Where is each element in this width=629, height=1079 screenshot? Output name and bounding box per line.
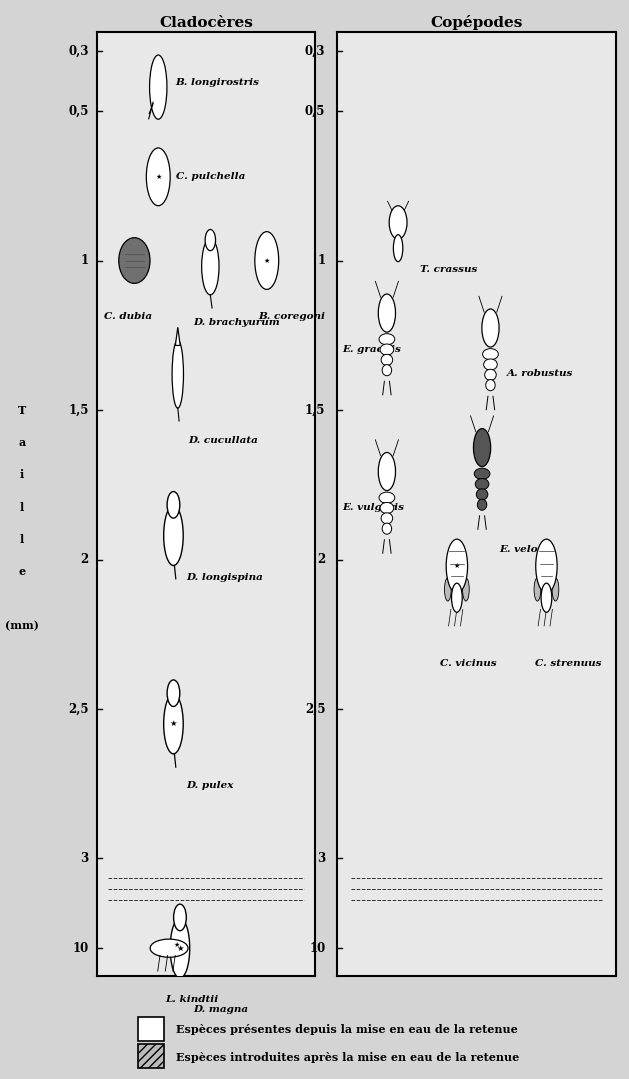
Text: 0,3: 0,3 bbox=[305, 44, 325, 58]
Text: 1,5: 1,5 bbox=[305, 404, 325, 416]
Title: Cladocères: Cladocères bbox=[159, 16, 253, 30]
Ellipse shape bbox=[382, 523, 392, 534]
Ellipse shape bbox=[536, 540, 557, 593]
Text: ★: ★ bbox=[264, 258, 270, 263]
Ellipse shape bbox=[205, 230, 216, 250]
Ellipse shape bbox=[382, 365, 392, 375]
Ellipse shape bbox=[446, 540, 467, 593]
Ellipse shape bbox=[150, 939, 188, 957]
Ellipse shape bbox=[482, 309, 499, 347]
Ellipse shape bbox=[482, 349, 498, 359]
Text: 1: 1 bbox=[81, 254, 89, 267]
Text: A. robustus: A. robustus bbox=[507, 369, 574, 378]
Ellipse shape bbox=[164, 506, 183, 565]
Text: 1: 1 bbox=[317, 254, 325, 267]
Text: C. vicinus: C. vicinus bbox=[440, 659, 497, 668]
Text: ★: ★ bbox=[170, 720, 177, 728]
Text: D. brachyurum: D. brachyurum bbox=[193, 318, 280, 327]
Ellipse shape bbox=[378, 295, 396, 332]
Text: 0,5: 0,5 bbox=[69, 105, 89, 118]
Ellipse shape bbox=[381, 354, 392, 366]
Text: T: T bbox=[18, 405, 26, 415]
Ellipse shape bbox=[484, 359, 498, 370]
Text: B. coregoni: B. coregoni bbox=[258, 313, 325, 322]
Ellipse shape bbox=[119, 237, 150, 284]
Text: ★: ★ bbox=[454, 563, 460, 569]
Ellipse shape bbox=[485, 369, 496, 381]
Text: 1,5: 1,5 bbox=[69, 404, 89, 416]
Text: Espèces présentes depuis la mise en eau de la retenue: Espèces présentes depuis la mise en eau … bbox=[176, 1024, 518, 1035]
Ellipse shape bbox=[389, 206, 407, 240]
Text: T. crassus: T. crassus bbox=[421, 265, 478, 274]
Text: Espèces introduites après la mise en eau de la retenue: Espèces introduites après la mise en eau… bbox=[176, 1052, 520, 1063]
Text: 2: 2 bbox=[81, 554, 89, 566]
Ellipse shape bbox=[381, 513, 392, 524]
Ellipse shape bbox=[255, 232, 279, 289]
Title: Copépodes: Copépodes bbox=[430, 15, 523, 30]
Text: 2: 2 bbox=[317, 554, 325, 566]
Ellipse shape bbox=[167, 492, 180, 518]
Text: ★: ★ bbox=[155, 174, 162, 180]
Text: 0,5: 0,5 bbox=[305, 105, 325, 118]
Ellipse shape bbox=[147, 148, 170, 206]
Text: C. pulchella: C. pulchella bbox=[175, 173, 245, 181]
Ellipse shape bbox=[552, 577, 559, 601]
Text: l: l bbox=[20, 534, 24, 545]
Text: 3: 3 bbox=[317, 852, 325, 865]
Text: e: e bbox=[18, 566, 26, 577]
Text: L. kindtii: L. kindtii bbox=[165, 995, 218, 1005]
Ellipse shape bbox=[167, 680, 180, 707]
Ellipse shape bbox=[477, 500, 487, 510]
Text: D. magna: D. magna bbox=[193, 1005, 248, 1014]
Text: 10: 10 bbox=[309, 942, 325, 955]
Text: 10: 10 bbox=[72, 942, 89, 955]
Text: 2,5: 2,5 bbox=[305, 702, 325, 715]
Text: 0,3: 0,3 bbox=[69, 44, 89, 58]
Ellipse shape bbox=[172, 340, 184, 408]
Text: a: a bbox=[18, 437, 26, 448]
Text: C. strenuus: C. strenuus bbox=[535, 659, 602, 668]
Text: E. gracilis: E. gracilis bbox=[342, 344, 401, 354]
Ellipse shape bbox=[202, 238, 219, 295]
Ellipse shape bbox=[474, 428, 491, 466]
Ellipse shape bbox=[378, 452, 396, 491]
Text: 3: 3 bbox=[81, 852, 89, 865]
Ellipse shape bbox=[150, 55, 167, 120]
Ellipse shape bbox=[174, 904, 186, 931]
Ellipse shape bbox=[476, 479, 489, 490]
Text: C. dubia: C. dubia bbox=[104, 313, 152, 322]
Ellipse shape bbox=[445, 577, 451, 601]
Text: E. velox: E. velox bbox=[499, 545, 543, 555]
Polygon shape bbox=[175, 327, 181, 345]
Ellipse shape bbox=[380, 503, 394, 514]
Ellipse shape bbox=[462, 577, 469, 601]
Text: ★: ★ bbox=[174, 942, 180, 948]
Text: 2,5: 2,5 bbox=[69, 702, 89, 715]
Text: D. cucullata: D. cucullata bbox=[189, 436, 259, 445]
Text: (mm): (mm) bbox=[5, 620, 39, 631]
Ellipse shape bbox=[379, 492, 395, 503]
Text: E. vulgaris: E. vulgaris bbox=[342, 503, 404, 513]
Ellipse shape bbox=[474, 468, 490, 479]
Ellipse shape bbox=[486, 380, 495, 391]
Ellipse shape bbox=[452, 583, 462, 612]
Text: D. longispina: D. longispina bbox=[186, 573, 264, 583]
Ellipse shape bbox=[534, 577, 541, 601]
Ellipse shape bbox=[393, 235, 403, 261]
Text: i: i bbox=[20, 469, 24, 480]
Ellipse shape bbox=[541, 583, 552, 612]
Text: B. longirostris: B. longirostris bbox=[175, 78, 260, 86]
Ellipse shape bbox=[170, 918, 190, 978]
Ellipse shape bbox=[164, 694, 183, 754]
Ellipse shape bbox=[476, 489, 488, 500]
Ellipse shape bbox=[380, 344, 394, 355]
Text: D. pulex: D. pulex bbox=[186, 780, 234, 790]
Ellipse shape bbox=[379, 333, 395, 345]
Text: ★: ★ bbox=[176, 944, 184, 953]
Text: l: l bbox=[20, 502, 24, 513]
